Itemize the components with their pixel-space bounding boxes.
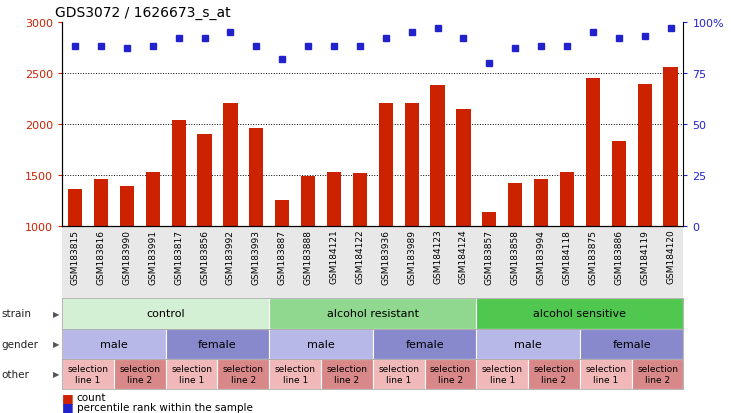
Bar — [560, 172, 574, 226]
Text: female: female — [405, 339, 444, 349]
Bar — [223, 104, 238, 226]
Bar — [508, 183, 523, 226]
Text: selection
line 1: selection line 1 — [482, 364, 523, 384]
Bar — [249, 128, 263, 226]
Bar — [94, 180, 108, 226]
Text: male: male — [100, 339, 128, 349]
Text: count: count — [77, 392, 106, 402]
Text: alcohol sensitive: alcohol sensitive — [534, 309, 626, 319]
Text: selection
line 2: selection line 2 — [223, 364, 264, 384]
Text: female: female — [198, 339, 237, 349]
Text: selection
line 1: selection line 1 — [586, 364, 626, 384]
Bar — [612, 142, 626, 226]
Text: ▶: ▶ — [53, 370, 59, 378]
Text: selection
line 2: selection line 2 — [430, 364, 471, 384]
Bar — [301, 176, 315, 226]
Bar — [197, 135, 212, 226]
Bar — [534, 180, 548, 226]
Text: percentile rank within the sample: percentile rank within the sample — [77, 402, 253, 412]
Text: GDS3072 / 1626673_s_at: GDS3072 / 1626673_s_at — [55, 6, 230, 20]
Text: selection
line 2: selection line 2 — [327, 364, 368, 384]
Bar — [456, 109, 471, 226]
Bar — [68, 190, 82, 226]
Bar — [353, 173, 367, 226]
Bar — [404, 104, 419, 226]
Bar — [482, 212, 496, 226]
Bar — [145, 172, 160, 226]
Text: male: male — [307, 339, 335, 349]
Text: selection
line 2: selection line 2 — [119, 364, 160, 384]
Bar — [327, 172, 341, 226]
Bar — [275, 201, 289, 226]
Text: selection
line 1: selection line 1 — [67, 364, 108, 384]
Text: female: female — [613, 339, 651, 349]
Text: selection
line 2: selection line 2 — [534, 364, 575, 384]
Bar — [664, 67, 678, 226]
Text: ▶: ▶ — [53, 339, 59, 348]
Text: alcohol resistant: alcohol resistant — [327, 309, 419, 319]
Bar — [120, 187, 134, 226]
Text: male: male — [515, 339, 542, 349]
Bar — [431, 86, 444, 226]
Text: ■: ■ — [62, 401, 74, 413]
Text: selection
line 1: selection line 1 — [171, 364, 212, 384]
Text: other: other — [1, 369, 29, 379]
Text: control: control — [146, 309, 185, 319]
Text: selection
line 1: selection line 1 — [275, 364, 316, 384]
Bar — [172, 121, 186, 226]
Bar — [586, 79, 600, 226]
Text: selection
line 1: selection line 1 — [378, 364, 419, 384]
Text: selection
line 2: selection line 2 — [637, 364, 678, 384]
Text: ■: ■ — [62, 391, 74, 404]
Bar — [379, 104, 393, 226]
Text: ▶: ▶ — [53, 309, 59, 318]
Bar — [637, 85, 652, 226]
Text: strain: strain — [1, 309, 31, 319]
Text: gender: gender — [1, 339, 39, 349]
